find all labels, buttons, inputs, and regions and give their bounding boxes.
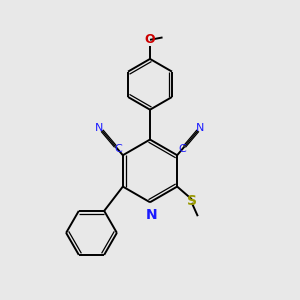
Text: N: N (95, 123, 104, 133)
Text: N: N (196, 123, 205, 133)
Text: C: C (114, 144, 122, 154)
Text: O: O (145, 33, 155, 46)
Text: S: S (188, 194, 197, 208)
Text: N: N (146, 208, 157, 222)
Text: C: C (178, 144, 186, 154)
